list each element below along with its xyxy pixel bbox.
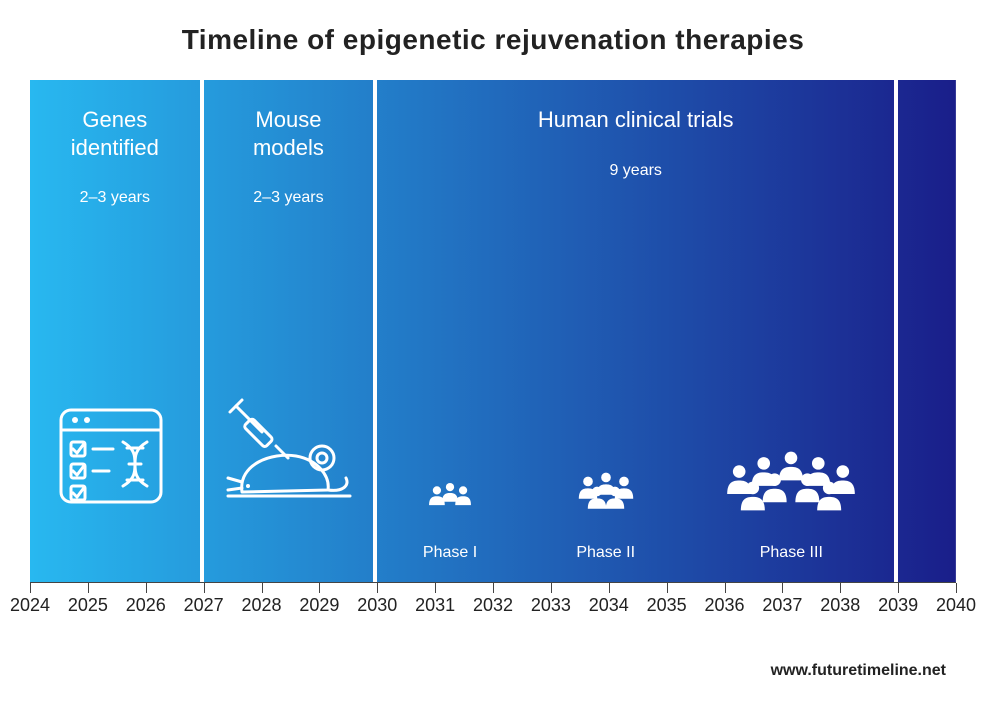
timeline-axis: 2024202520262027202820292030203120322033… <box>30 582 956 622</box>
axis-tick <box>840 583 841 593</box>
axis-year-label: 2028 <box>241 595 281 616</box>
axis-tick <box>667 583 668 593</box>
axis-tick <box>146 583 147 593</box>
axis-tick <box>262 583 263 593</box>
segment-title: Genes identified <box>30 80 200 161</box>
axis-year-label: 2025 <box>68 595 108 616</box>
axis-tick <box>88 583 89 593</box>
segment-duration: 2–3 years <box>30 189 200 207</box>
crowd-icon <box>716 434 866 526</box>
page-title: Timeline of epigenetic rejuvenation ther… <box>0 0 986 64</box>
axis-year-label: 2030 <box>357 595 397 616</box>
segment-duration: 2–3 years <box>204 189 374 207</box>
axis-tick <box>493 583 494 593</box>
mouse-syringe-icon <box>204 392 374 512</box>
phase-label: Phase I <box>423 544 477 562</box>
axis-year-label: 2032 <box>473 595 513 616</box>
timeline-bar: Genes identified 2–3 years Mouse models 2–… <box>30 80 956 582</box>
axis-tick <box>609 583 610 593</box>
axis-tick <box>956 583 957 593</box>
segment-title: Human clinical trials <box>377 80 894 134</box>
phase-row: Phase I Phase II Pha <box>377 434 894 562</box>
phase-label: Phase II <box>576 544 635 562</box>
axis-year-label: 2039 <box>878 595 918 616</box>
segment-genes: Genes identified 2–3 years <box>30 80 204 582</box>
axis-year-label: 2037 <box>762 595 802 616</box>
axis-year-label: 2029 <box>299 595 339 616</box>
segment-future <box>898 80 956 582</box>
crowd-icon <box>551 454 661 526</box>
axis-tick <box>204 583 205 593</box>
axis-year-label: 2035 <box>647 595 687 616</box>
axis-year-label: 2031 <box>415 595 455 616</box>
axis-tick <box>725 583 726 593</box>
axis-year-label: 2027 <box>184 595 224 616</box>
axis-year-label: 2036 <box>704 595 744 616</box>
axis-year-label: 2033 <box>531 595 571 616</box>
axis-year-label: 2026 <box>126 595 166 616</box>
axis-year-label: 2038 <box>820 595 860 616</box>
checklist-dna-icon <box>30 402 200 512</box>
axis-tick <box>551 583 552 593</box>
axis-tick <box>435 583 436 593</box>
axis-tick <box>898 583 899 593</box>
axis-tick <box>377 583 378 593</box>
timeline-chart: Genes identified 2–3 years Mouse models 2–… <box>30 80 956 622</box>
axis-tick <box>319 583 320 593</box>
phase-label: Phase III <box>760 544 823 562</box>
crowd-icon <box>405 466 495 526</box>
segment-mouse: Mouse models 2–3 years <box>204 80 378 582</box>
credit-text: www.futuretimeline.net <box>771 662 946 680</box>
axis-year-label: 2040 <box>936 595 976 616</box>
axis-tick <box>30 583 31 593</box>
segment-duration: 9 years <box>377 162 894 180</box>
axis-year-label: 2024 <box>10 595 50 616</box>
phase-column: Phase III <box>716 434 866 562</box>
axis-tick <box>782 583 783 593</box>
segment-trials: Human clinical trials 9 years Phase I Pha… <box>377 80 898 582</box>
phase-column: Phase II <box>551 454 661 562</box>
axis-year-label: 2034 <box>589 595 629 616</box>
phase-column: Phase I <box>405 466 495 562</box>
segment-title: Mouse models <box>204 80 374 161</box>
